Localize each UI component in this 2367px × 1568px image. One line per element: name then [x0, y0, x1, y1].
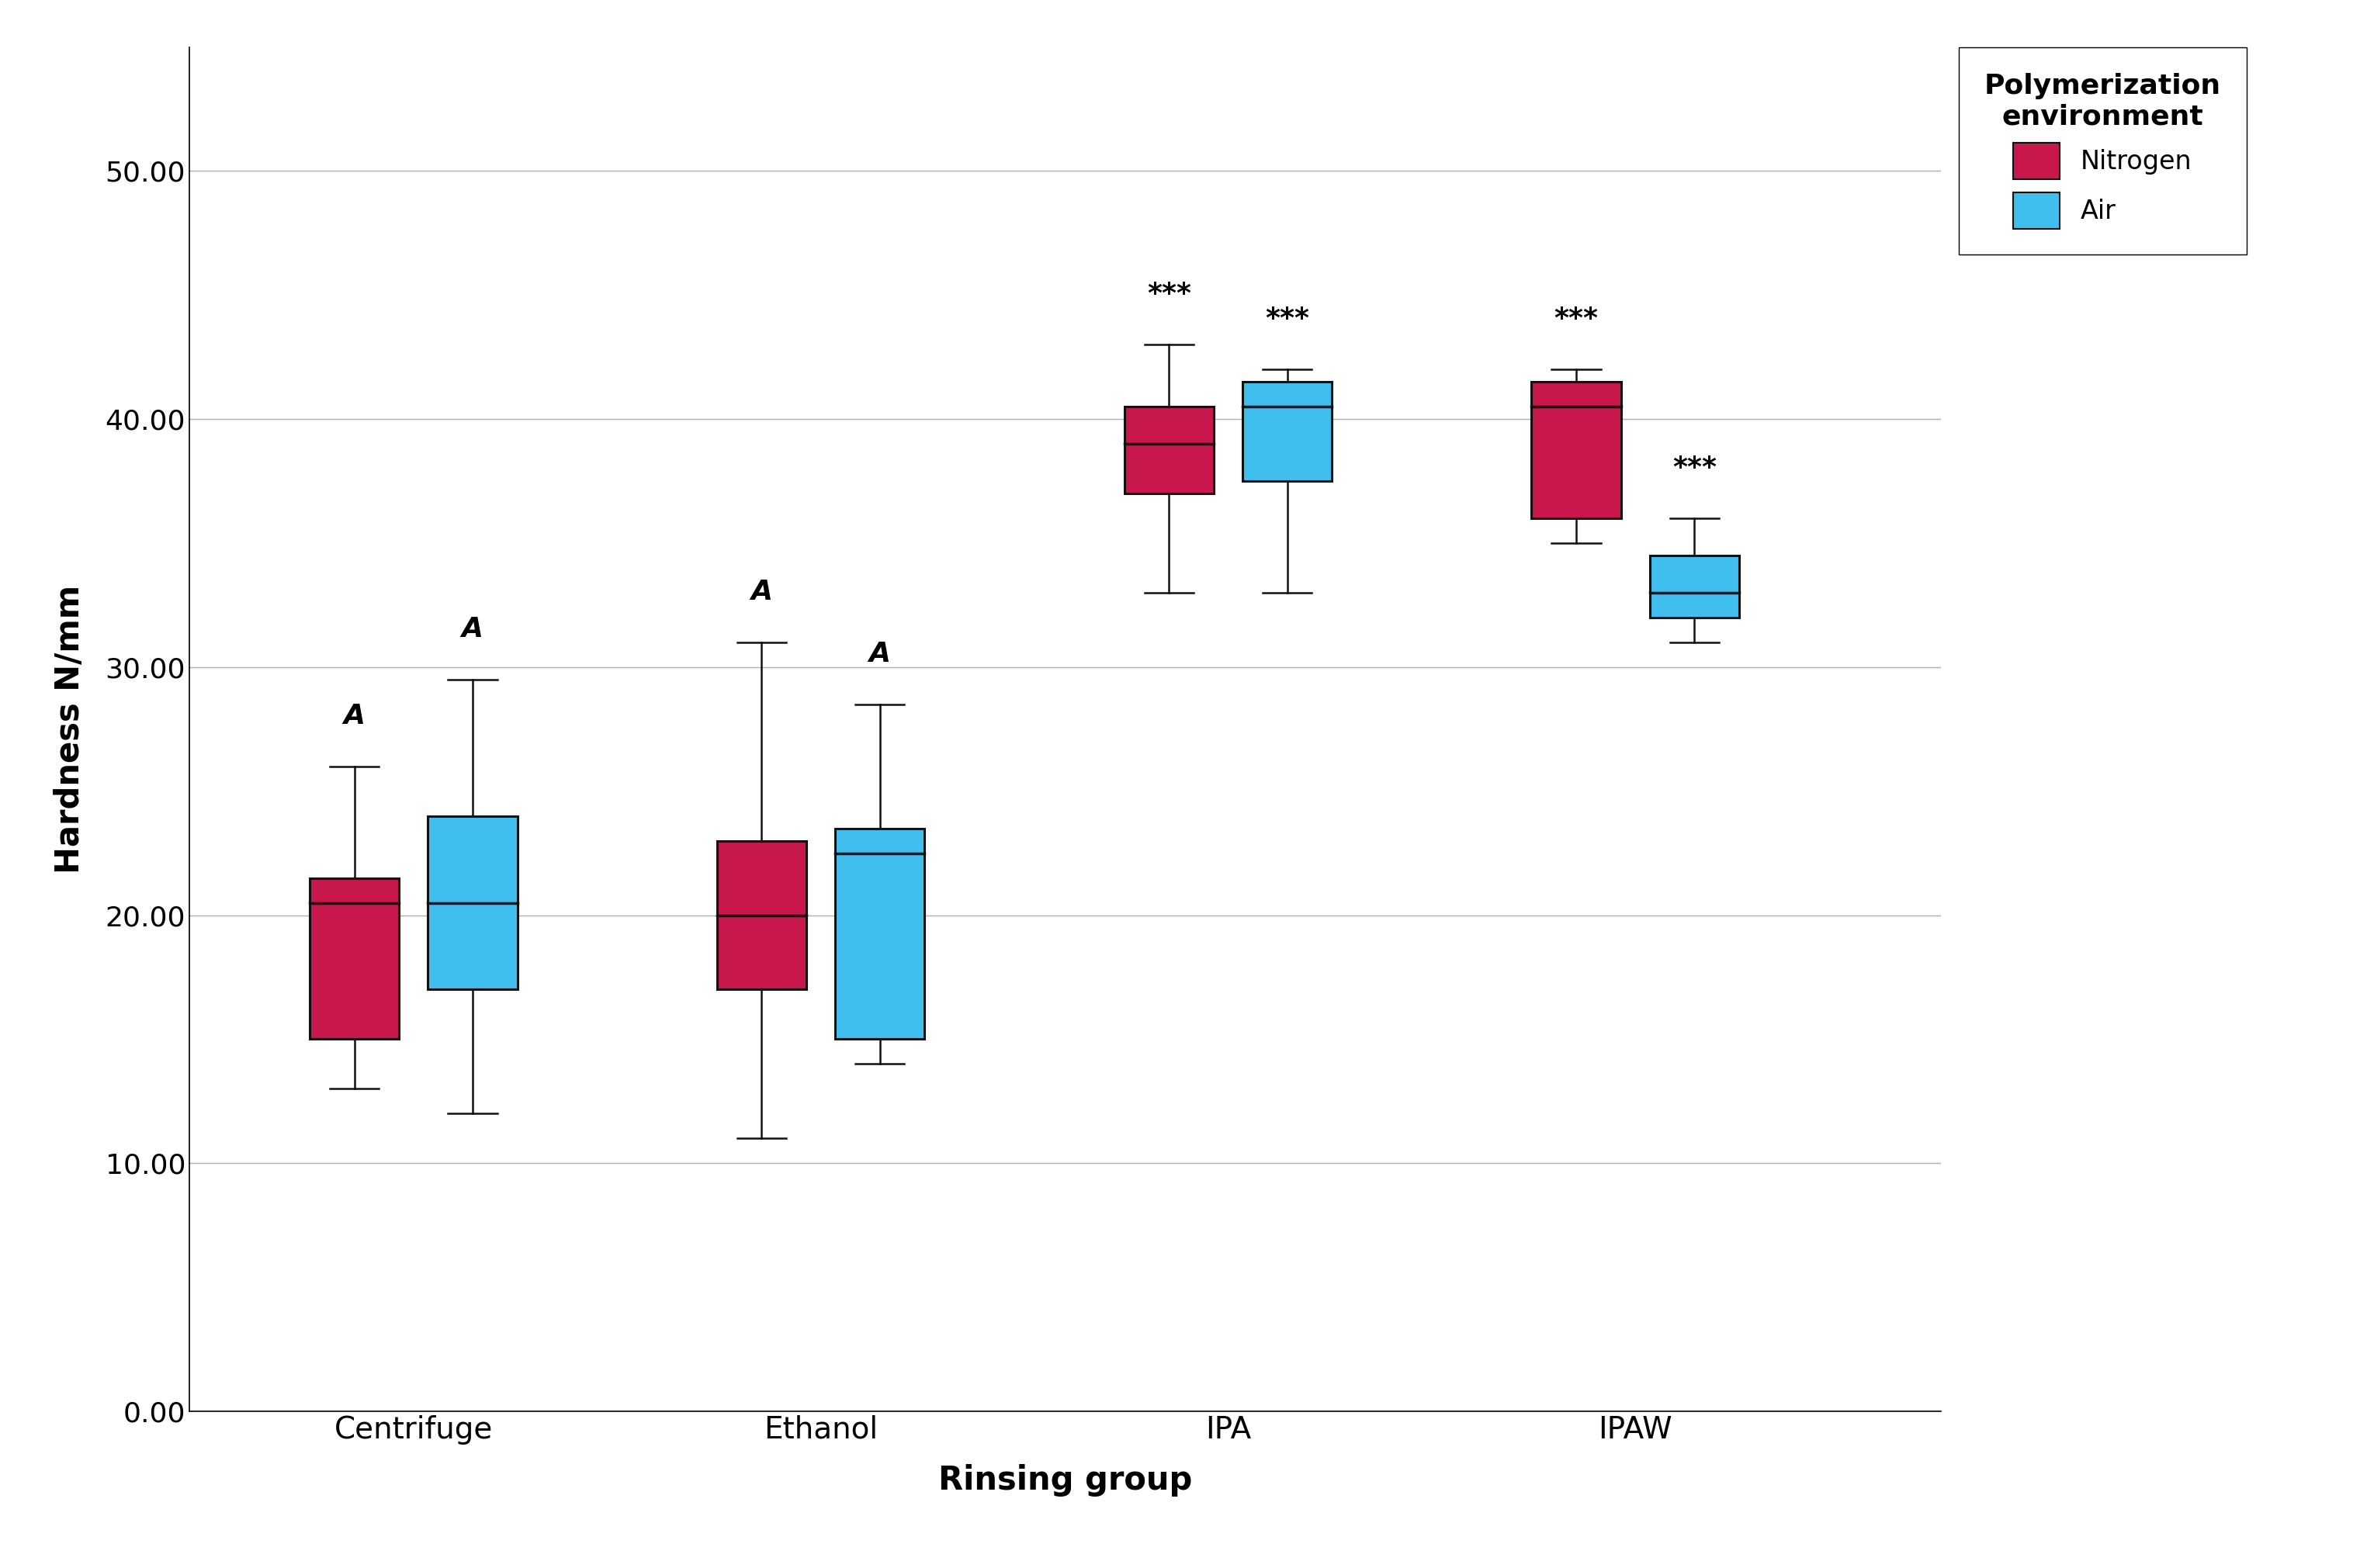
Text: A: A	[869, 641, 890, 666]
Bar	[1124, 406, 1214, 494]
Text: ***: ***	[1264, 306, 1309, 332]
Bar	[1531, 383, 1621, 519]
Bar	[836, 828, 925, 1040]
Text: A: A	[750, 579, 772, 605]
Text: ***: ***	[1148, 281, 1191, 307]
Text: ***: ***	[1555, 306, 1598, 332]
Bar	[310, 878, 400, 1040]
Y-axis label: Hardness N/mm: Hardness N/mm	[54, 585, 85, 873]
X-axis label: Rinsing group: Rinsing group	[937, 1465, 1193, 1496]
Text: A: A	[343, 702, 365, 729]
Bar	[1650, 555, 1740, 618]
Legend: Nitrogen, Air: Nitrogen, Air	[1958, 47, 2246, 254]
Text: A: A	[462, 616, 483, 643]
Text: ***: ***	[1673, 455, 1716, 481]
Bar	[1243, 383, 1333, 481]
Bar	[717, 840, 807, 989]
Bar	[428, 815, 518, 989]
